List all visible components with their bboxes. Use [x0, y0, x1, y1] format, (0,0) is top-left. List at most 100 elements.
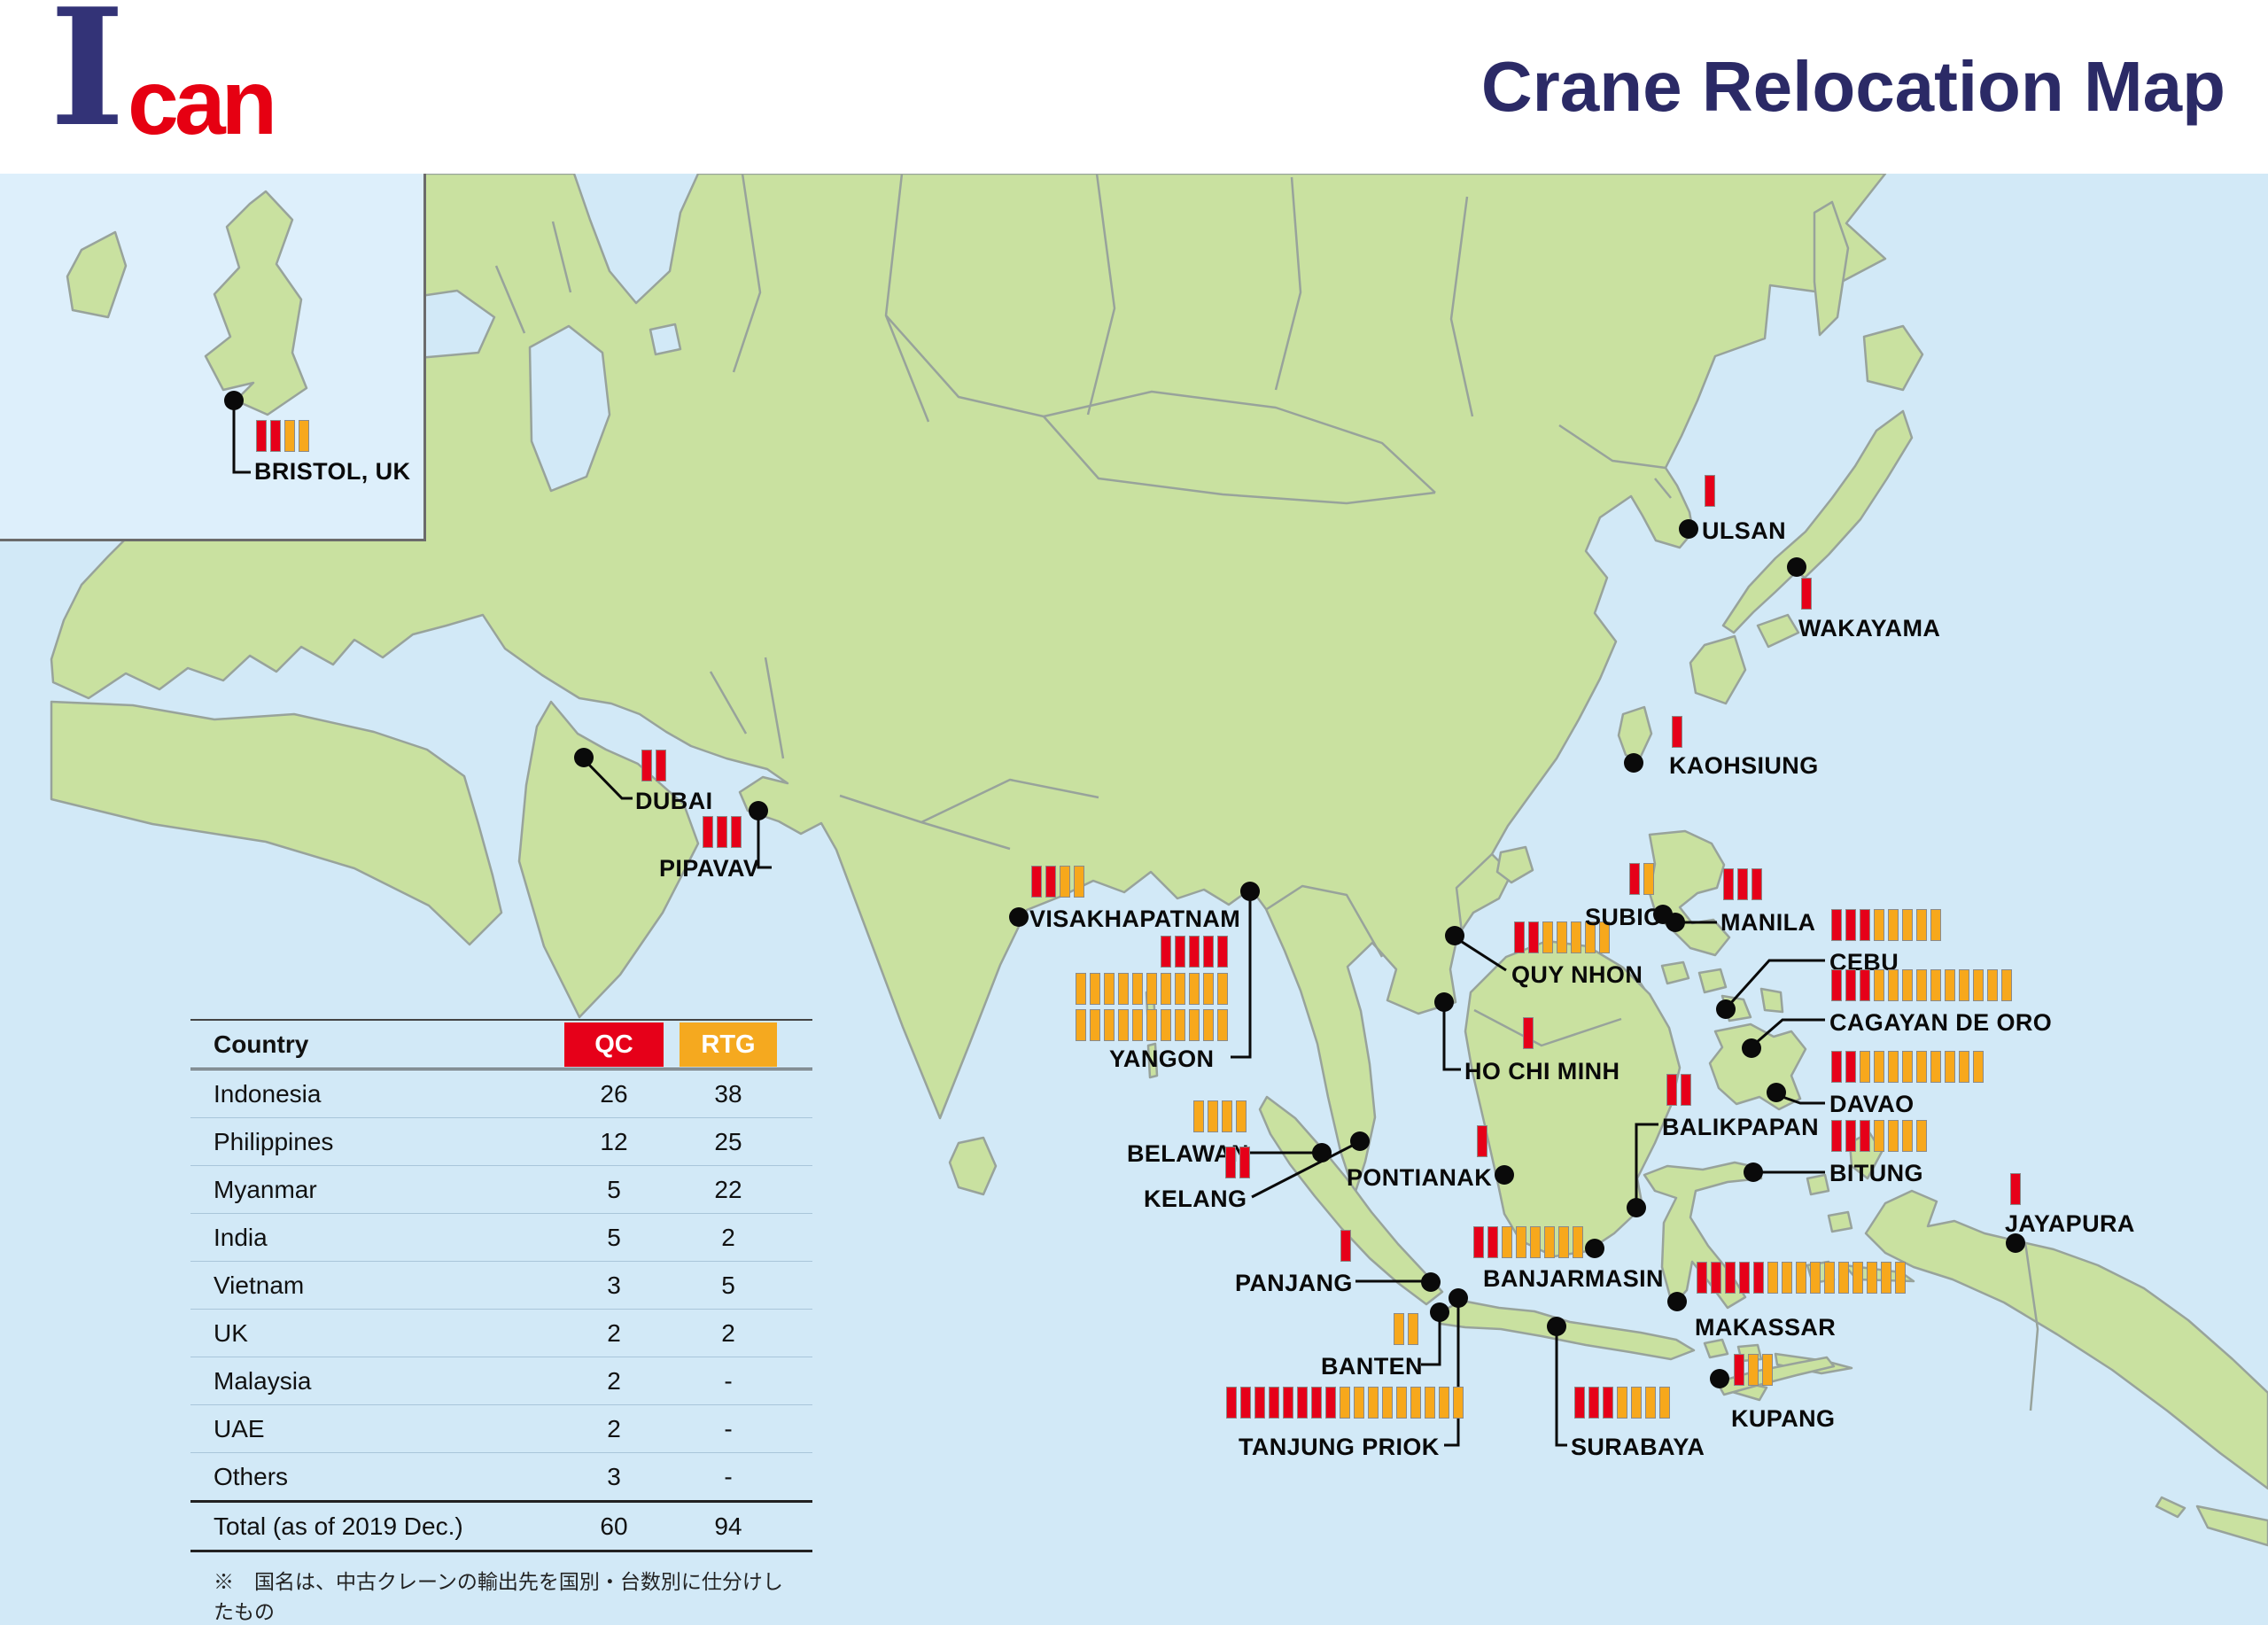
country-border	[2023, 1241, 2039, 1411]
cell-rtg: 22	[680, 1165, 777, 1214]
table-footnote: ※ 国名は、中古クレーンの輸出先を国別・台数別に仕分けしたもの	[214, 1570, 783, 1623]
country-border	[1043, 390, 1436, 494]
cell-pad	[777, 1117, 812, 1166]
cell-qc: 26	[564, 1069, 664, 1118]
aral-sea	[649, 323, 682, 356]
table-header-row: Country QC RTG	[190, 1019, 812, 1070]
cell-qc: 2	[564, 1404, 664, 1453]
table-row: UK 2 2	[190, 1309, 812, 1357]
cell-pad	[777, 1213, 812, 1262]
rtg-header-chip: RTG	[680, 1022, 777, 1067]
cell-qc: 60	[564, 1500, 664, 1552]
mindanao	[1708, 1022, 1807, 1111]
table-row: Others 3-	[190, 1452, 812, 1502]
cell-pad	[777, 1357, 812, 1405]
taiwan	[1617, 705, 1653, 762]
cell-country: Malaysia	[190, 1357, 564, 1405]
cell-gap	[664, 1404, 680, 1453]
summary-table-box: Country QC RTG Indonesia 26 38 Philippines 1…	[190, 1019, 812, 1625]
country-border	[1086, 173, 1116, 416]
cell-pad	[777, 1452, 812, 1502]
country-border	[1449, 196, 1474, 417]
cell-rtg: 38	[680, 1069, 777, 1118]
cell-country: Vietnam	[190, 1261, 564, 1310]
lombok	[1736, 1343, 1763, 1363]
island-sliver	[2155, 1496, 2186, 1519]
seram	[1843, 1263, 1915, 1283]
country-border	[885, 315, 1045, 418]
cell-country: India	[190, 1213, 564, 1262]
cell-qc: 3	[564, 1261, 664, 1310]
cell-rtg: -	[680, 1357, 777, 1405]
cell-pad	[777, 1261, 812, 1310]
buru	[1806, 1260, 1836, 1285]
country-border	[494, 265, 526, 334]
cell-qc: 2	[564, 1357, 664, 1405]
cell-qc: 12	[564, 1117, 664, 1166]
africa	[50, 700, 503, 946]
borneo	[1464, 939, 1682, 1258]
hainan	[1495, 845, 1534, 884]
uk-inset-panel	[0, 174, 426, 541]
visayas-island	[1697, 968, 1728, 994]
cell-rtg: 2	[680, 1309, 777, 1357]
sri-lanka	[948, 1136, 998, 1196]
cell-rtg: 5	[680, 1261, 777, 1310]
caspian-sea	[528, 324, 611, 493]
cell-qc: 5	[564, 1165, 664, 1214]
table-total-row: Total (as of 2019 Dec.) 60 94	[190, 1500, 812, 1552]
cell-pad	[777, 1165, 812, 1214]
cell-gap	[664, 1357, 680, 1405]
table-row: UAE 2-	[190, 1404, 812, 1453]
cell-qc: 5	[564, 1213, 664, 1262]
country-border	[709, 671, 748, 735]
table-row: Vietnam 3 5	[190, 1261, 812, 1310]
country-border	[1043, 416, 1436, 505]
visayas-island	[1660, 960, 1690, 985]
cell-gap	[664, 1309, 680, 1357]
cell-qc: 3	[564, 1452, 664, 1502]
cell-pad	[777, 1309, 812, 1357]
cell-gap	[664, 1261, 680, 1310]
maluku-island	[1806, 1173, 1830, 1196]
cell-pad	[777, 1069, 812, 1118]
page-title: Crane Relocation Map	[1480, 47, 2225, 126]
cell-gap	[664, 1500, 680, 1552]
table-row: Indonesia 26 38	[190, 1069, 812, 1118]
timor	[1715, 1356, 1836, 1396]
cell-qc: 2	[564, 1309, 664, 1357]
cell-country: Myanmar	[190, 1165, 564, 1214]
cebu-island	[1720, 994, 1752, 1022]
country-border	[551, 221, 572, 293]
table-row: India 5 2	[190, 1213, 812, 1262]
logo-letter-i: I	[50, 0, 126, 162]
cell-country: Philippines	[190, 1117, 564, 1166]
country-border	[920, 778, 1099, 824]
andaman-islands	[1145, 989, 1157, 1031]
logo-text-can: can	[128, 51, 277, 154]
cell-rtg: 25	[680, 1117, 777, 1166]
header-bar: I can	[0, 0, 2268, 174]
table-row: Malaysia 2-	[190, 1357, 812, 1405]
cell-country: UAE	[190, 1404, 564, 1453]
kyushu	[1689, 634, 1747, 705]
qc-header-chip: QC	[564, 1022, 664, 1067]
country-border	[1266, 884, 1384, 958]
cell-rtg: 2	[680, 1213, 777, 1262]
table-row: Myanmar 5 22	[190, 1165, 812, 1214]
sulawesi	[1643, 1161, 1763, 1310]
cell-country: Indonesia	[190, 1069, 564, 1118]
arabian-peninsula	[517, 700, 700, 1019]
luzon	[1648, 829, 1731, 957]
java	[1433, 1299, 1696, 1361]
cell-gap	[664, 1165, 680, 1214]
ican-logo: I can	[50, 0, 617, 174]
country-border	[1473, 1008, 1622, 1047]
country-border	[1654, 478, 1672, 499]
column-pad	[777, 1019, 812, 1070]
cell-country: Others	[190, 1452, 564, 1502]
nicobar-islands	[1146, 1042, 1159, 1079]
cell-pad	[777, 1500, 812, 1552]
cell-country: Total (as of 2019 Dec.)	[190, 1500, 564, 1552]
